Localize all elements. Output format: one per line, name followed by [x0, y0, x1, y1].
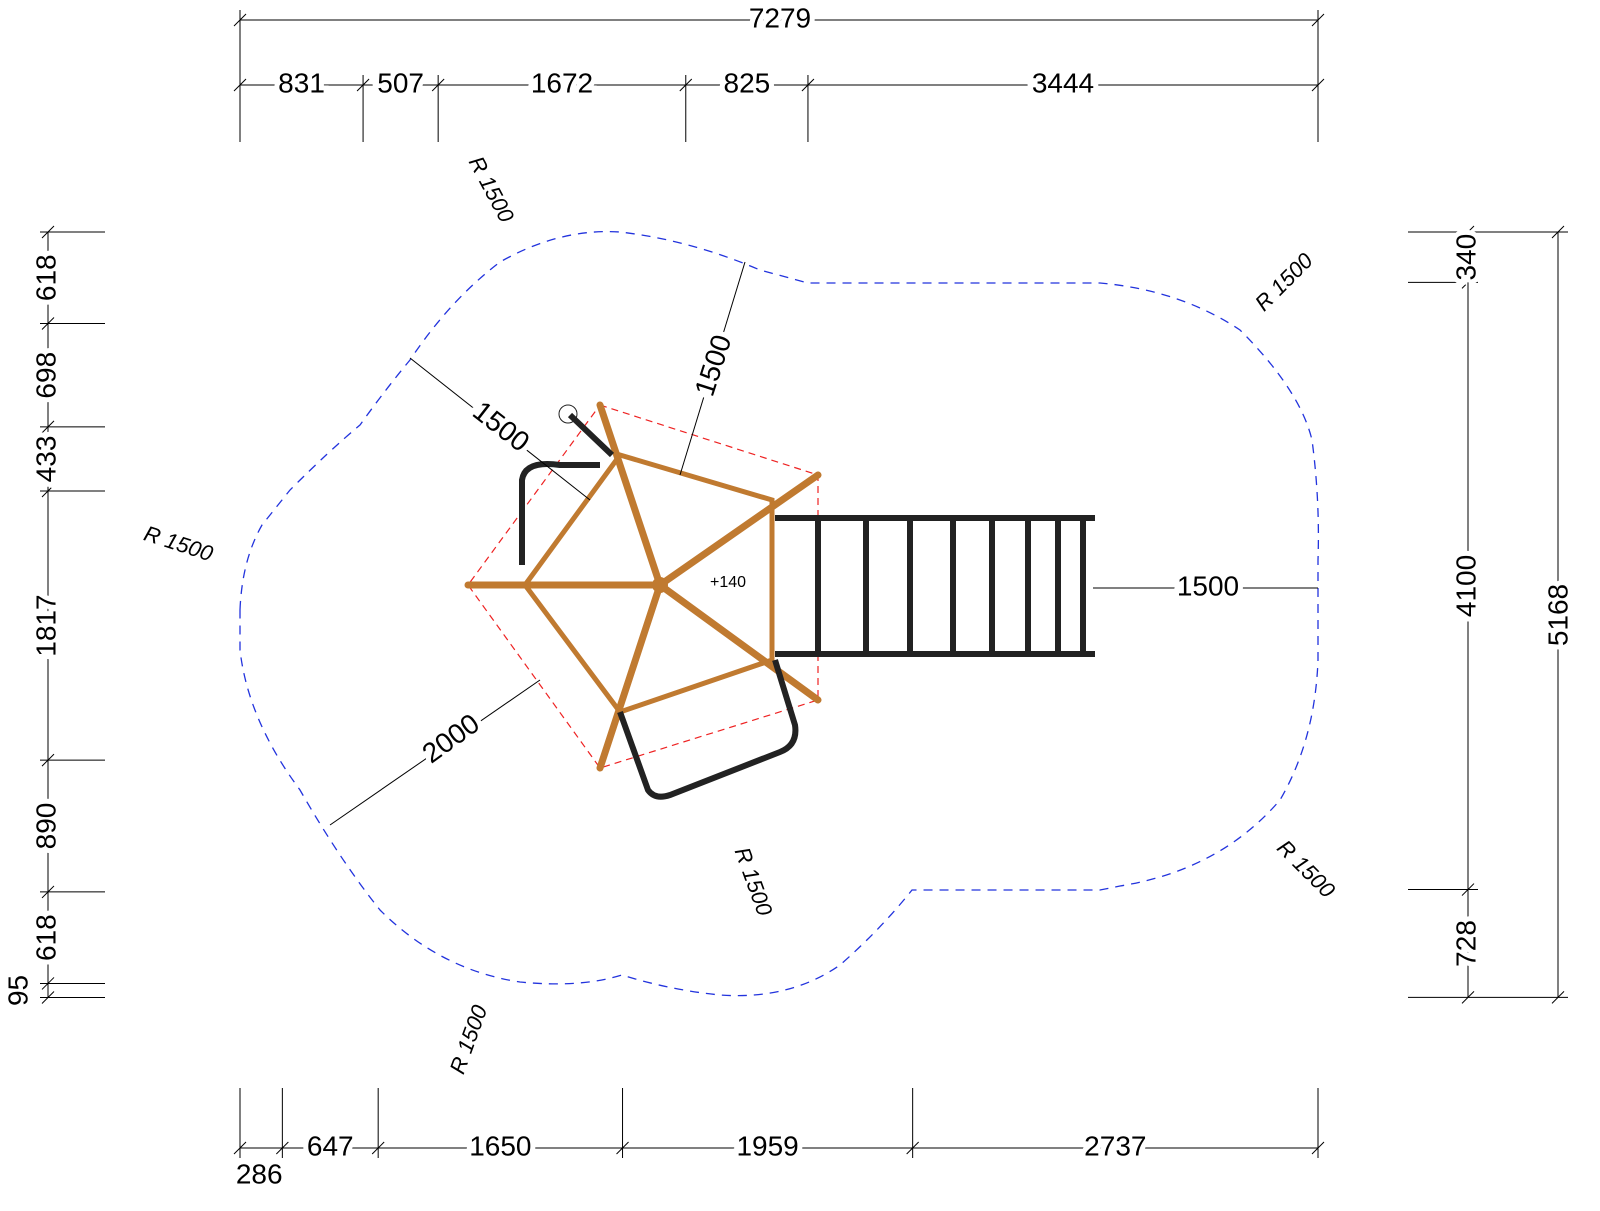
dim-label: 433 [30, 436, 61, 483]
radius-label: R 1500 [1272, 835, 1340, 903]
dim-label: 1959 [736, 1130, 798, 1161]
tick [233, 13, 247, 27]
tick [1311, 13, 1325, 27]
dim-label: 728 [1450, 920, 1481, 967]
dim-line [409, 357, 591, 501]
dim-label: 1817 [30, 594, 61, 656]
tick [1551, 225, 1565, 239]
dim-label: 618 [30, 914, 61, 961]
dim-label: 618 [30, 254, 61, 301]
pole [558, 404, 578, 424]
platform [521, 452, 775, 715]
ladder [775, 515, 1095, 657]
dim-label: 2000 [416, 707, 485, 769]
dim-label: 1500 [689, 331, 738, 400]
dim-line [329, 679, 541, 826]
radius-label: R 1500 [464, 152, 520, 227]
dim-label: 1500 [1177, 570, 1239, 601]
dim-label: 1650 [469, 1130, 531, 1161]
dim-label: 286 [236, 1158, 283, 1189]
dim-label: 95 [2, 975, 33, 1006]
safety-zone [239, 230, 1320, 997]
dim-label: 340 [1450, 234, 1481, 281]
handrail [519, 412, 615, 565]
dim-label: 1672 [531, 67, 593, 98]
radius-label: R 1500 [1250, 247, 1318, 315]
radius-label: R 1500 [141, 521, 217, 567]
elevation: +140 [710, 574, 746, 591]
dim-label: 7279 [749, 2, 811, 33]
beams [464, 401, 822, 772]
dim-label: 831 [278, 67, 325, 98]
radius-labels: R 1500 R 1500 R 1500 R 1500 R 1500 R 150… [141, 152, 1341, 1077]
dim-label: 3444 [1032, 67, 1094, 98]
tick [1551, 991, 1565, 1004]
dim-line [679, 261, 746, 476]
handrail [617, 659, 799, 800]
hub [652, 577, 668, 593]
footprint [467, 404, 819, 769]
play-structure: +140 [464, 401, 1095, 800]
radius-label: R 1500 [445, 1001, 493, 1077]
dim-label: 698 [30, 352, 61, 399]
dim-label: 647 [307, 1130, 354, 1161]
dim-label: 507 [377, 67, 424, 98]
dim-label: 4100 [1450, 555, 1481, 617]
dim-label: 5168 [1542, 584, 1573, 646]
dim-label: 890 [30, 803, 61, 850]
radius-label: R 1500 [730, 844, 778, 920]
dim-label: 2737 [1084, 1130, 1146, 1161]
inner-dims: 1500 1500 1500 2000 [329, 261, 1318, 826]
dim-label: 825 [724, 67, 771, 98]
